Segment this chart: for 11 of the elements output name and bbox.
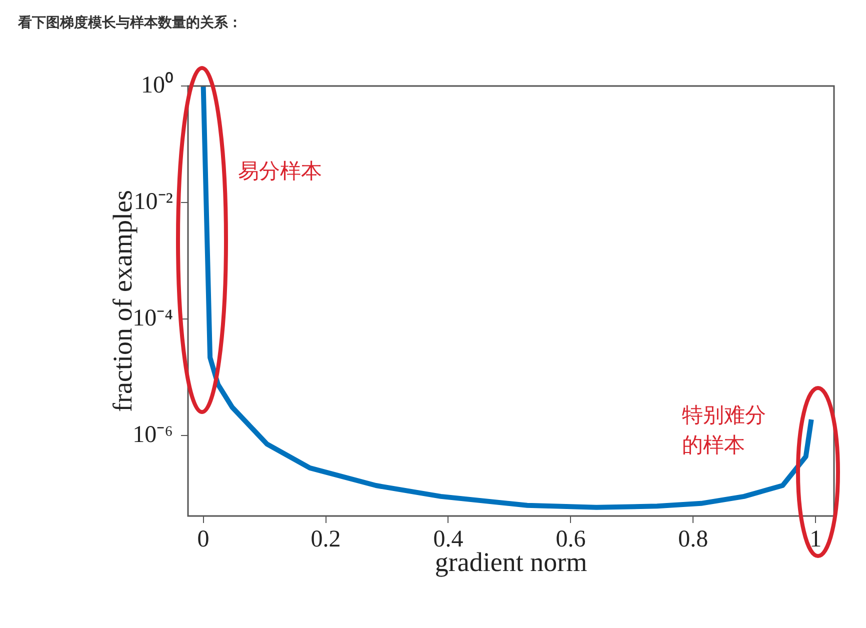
y-tick-label: 10⁻² (134, 188, 173, 215)
x-tick-label: 1 (810, 526, 822, 553)
x-tick-label: 0 (197, 526, 210, 553)
annotation: 易分样本 (238, 158, 323, 185)
x-tick-label: 0.2 (310, 526, 341, 553)
y-tick-label: 10⁻⁶ (132, 422, 173, 448)
y-tick-label: 10⁻⁴ (132, 305, 173, 332)
chart-title: 看下图梯度模长与样本数量的关系： (18, 14, 242, 32)
x-tick-label: 0.8 (678, 526, 708, 553)
annotation: 特别难分的样本 (682, 402, 767, 459)
y-tick-label: 10⁰ (141, 71, 173, 98)
